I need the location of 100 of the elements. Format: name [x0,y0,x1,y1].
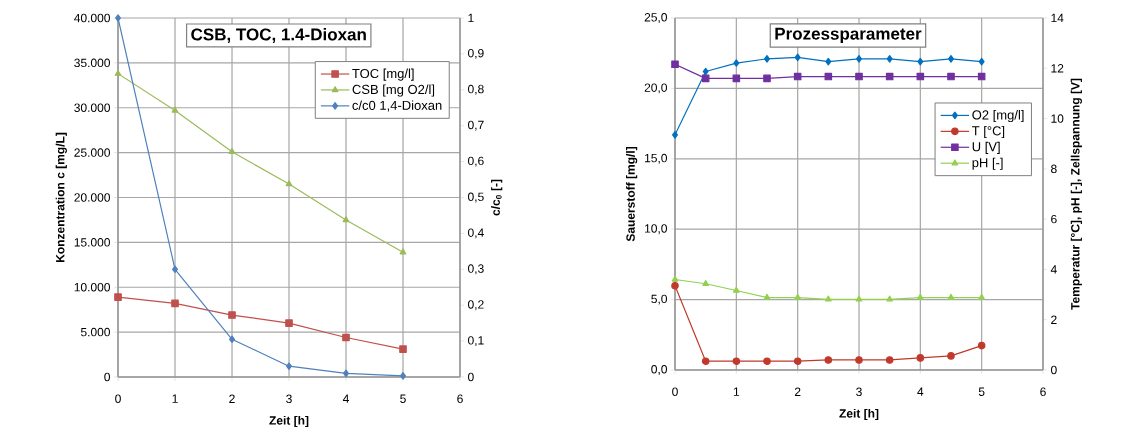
legend-label: U [V] [972,141,1000,154]
y2-tick-label: 0 [468,372,474,382]
point [916,293,924,300]
y-tick-label: 15,0 [645,153,667,164]
point [856,55,862,63]
point [285,319,293,327]
point [171,299,179,308]
point [763,74,771,83]
x-tick-label: 1 [172,394,178,403]
point [824,72,833,81]
point [671,275,679,282]
point [702,279,710,286]
point [794,53,801,62]
point [399,248,407,255]
point [916,354,925,362]
y2-tick-label: 0,1 [468,336,484,347]
y-tick-label: 40.000 [74,13,111,23]
y-tick-label: 5,0 [651,294,668,305]
y-tick-label: 35.000 [74,58,111,68]
y2-tick-label: 0,8 [468,84,484,95]
point [947,293,955,300]
x-tick-label: 6 [457,394,463,404]
point [343,369,350,378]
x-tick-label: 5 [400,394,406,403]
y-tick-label: 10,0 [645,224,667,235]
point [977,341,986,350]
point [794,293,802,300]
legend-label: CSB [mg O2/l] [352,84,435,97]
text: Prozessparameter [775,27,922,44]
point [114,293,122,301]
point [885,356,894,364]
y-axis-title: Konzentration c [mg/L] [55,132,67,263]
point [977,72,986,81]
point [978,293,986,300]
point [917,57,924,66]
point [947,352,955,360]
point [763,293,771,300]
point [115,14,122,22]
x-tick-label: 0 [115,394,121,404]
point [855,356,863,364]
x-axis-title: Zeit [h] [839,408,879,421]
point [732,357,741,365]
legend-label: c/c0 1,4-Dioxan [352,100,442,112]
y2-tick-label: 14 [1051,13,1064,23]
y-tick-label: 25.000 [74,148,111,157]
point [886,55,893,63]
point [171,106,179,113]
x-tick-label: 4 [342,394,349,403]
point [855,72,863,81]
y2-tick-label: 2 [1051,315,1057,324]
y-tick-label: 0 [104,372,111,382]
y2-tick-label: 8 [1051,164,1057,174]
x-tick-label: 6 [1040,387,1046,397]
point [286,362,293,371]
x-tick-label: 4 [917,387,924,396]
y2-tick-label: 0,5 [468,192,484,203]
point [948,55,954,63]
point [671,281,679,290]
y2-tick-label: 0,2 [468,300,484,311]
y2-tick-label: 4 [1050,265,1057,274]
y2-tick-label: 1 [468,13,474,23]
y-tick-label: 15.000 [74,238,111,247]
y2-tick-label: 0,6 [468,156,484,167]
point [228,147,236,154]
x-tick-label: 1 [733,387,740,396]
point [916,72,925,81]
point [172,265,179,274]
point [342,333,350,342]
y2-tick-label: 6 [1051,214,1057,224]
x-tick-label: 5 [978,387,985,396]
legend-label: O2 [mg/l] [972,109,1024,123]
point [824,356,833,364]
point [229,335,236,344]
point [733,59,740,67]
point [672,131,679,139]
x-tick-label: 2 [229,394,235,403]
point [114,69,122,76]
legend-label: pH [-] [972,157,1003,170]
point [855,295,863,302]
point [400,372,406,380]
point [701,74,710,83]
text: CSB, TOC, 1.4-Dioxan [191,27,366,43]
y-tick-label: 30.000 [74,103,111,112]
point [228,311,236,319]
point [824,295,832,302]
y-tick-label: 20.000 [74,193,111,202]
y-tick-label: 0,0 [651,365,668,375]
point [701,357,710,365]
y2-tick-label: 0,9 [468,48,484,59]
y2-tick-label: 0,4 [468,228,484,239]
point [732,74,741,83]
point [671,60,679,69]
point [885,72,894,81]
x-tick-label: 0 [672,387,678,397]
y2-axis-title: Temperatur [°C], pH [-], Zellspannung [V] [1070,78,1082,310]
y-tick-label: 5.000 [80,327,111,337]
y-axis-title: Sauerstoff [mg/l] [626,147,638,242]
x-tick-label: 3 [856,387,862,397]
point [702,67,709,76]
point [793,357,802,365]
